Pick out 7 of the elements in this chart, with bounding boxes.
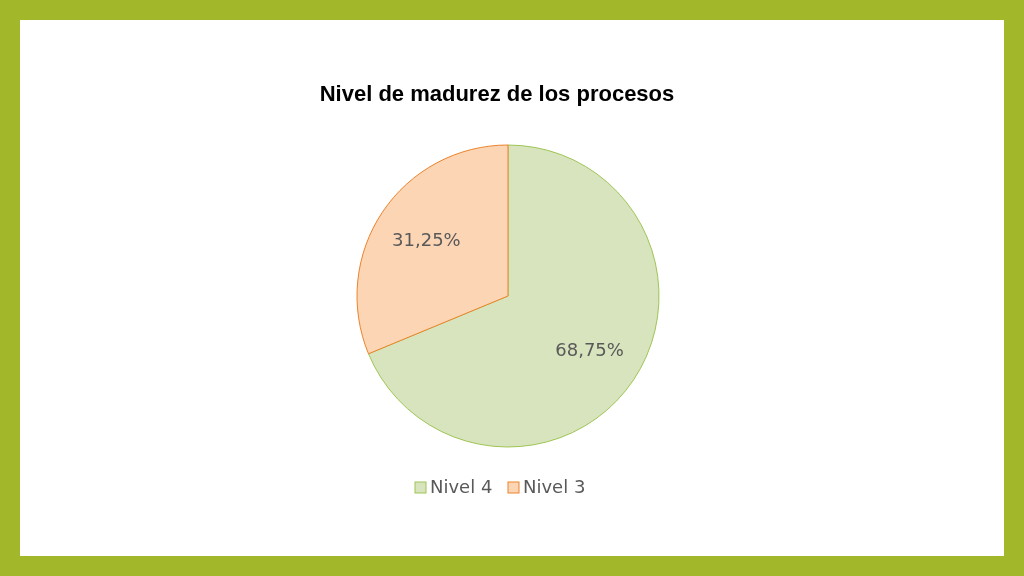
data-label: 31,25%: [392, 229, 461, 251]
legend-label: Nivel 4: [430, 476, 493, 497]
pie-slice: [356, 144, 509, 355]
pie-slice: [367, 144, 660, 448]
data-label: 68,75%: [555, 338, 624, 360]
legend-label: Nivel 3: [523, 476, 586, 497]
chart-title: Nivel de madurez de los procesos: [319, 80, 675, 106]
